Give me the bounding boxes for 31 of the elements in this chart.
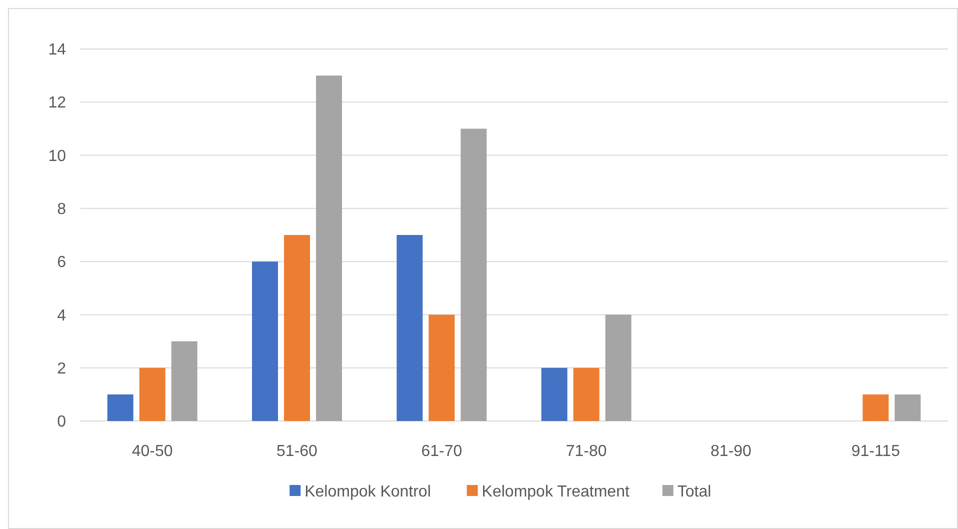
legend-label: Kelompok Kontrol [304, 484, 431, 501]
bar [107, 394, 134, 421]
bar [316, 76, 342, 421]
bar [862, 394, 889, 421]
bar [460, 128, 487, 421]
x-tick-label: 71-80 [566, 443, 607, 460]
y-tick-label: 12 [48, 94, 66, 112]
bar [894, 394, 921, 421]
legend-label: Kelompok Treatment [482, 484, 630, 501]
x-tick-label: 61-70 [421, 443, 462, 460]
x-tick-label: 40-50 [132, 443, 173, 460]
y-tick-label: 8 [57, 201, 66, 218]
bar [541, 368, 568, 421]
y-tick-label: 2 [57, 360, 66, 378]
x-tick-label: 51-60 [276, 443, 318, 460]
bar [605, 314, 632, 421]
x-tick-label: 81-90 [710, 443, 752, 460]
bar [573, 368, 600, 421]
bar [252, 262, 278, 421]
y-tick-label: 4 [57, 307, 66, 324]
x-tick-label: 91-115 [851, 443, 900, 460]
y-tick-label: 10 [48, 148, 66, 165]
bar [139, 368, 166, 421]
bar [171, 341, 198, 421]
y-tick-label: 14 [48, 42, 66, 59]
y-tick-label: 0 [57, 414, 66, 431]
bar [284, 235, 310, 421]
legend-label: Total [677, 484, 712, 501]
bar [396, 235, 423, 421]
y-tick-label: 6 [57, 254, 66, 272]
bar [428, 314, 455, 421]
